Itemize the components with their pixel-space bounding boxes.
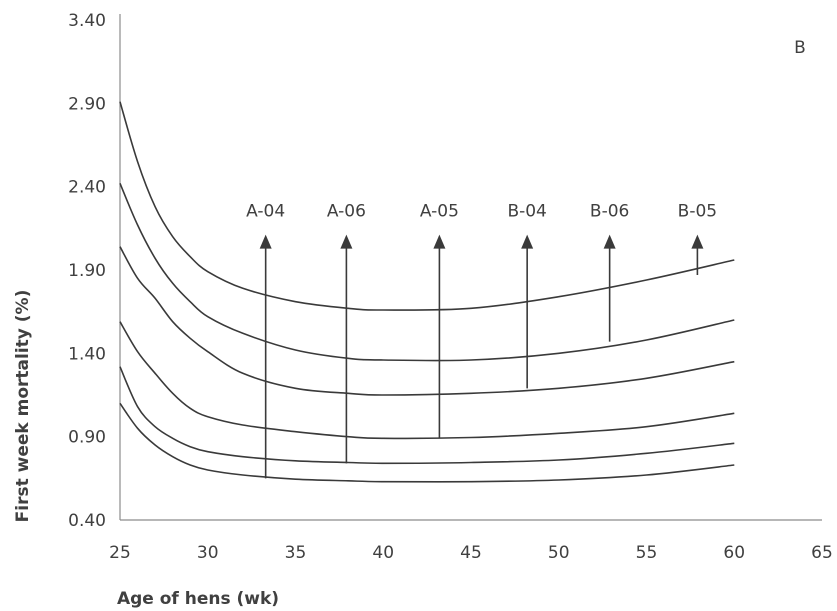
y-tick-label: 0.90: [68, 428, 106, 448]
y-tick-label: 1.90: [68, 261, 106, 281]
y-tick-label: 2.90: [68, 94, 106, 114]
series-line-1: [119, 402, 735, 483]
x-tick-label: 50: [548, 543, 570, 563]
annotation-label: A-04: [246, 202, 285, 222]
y-tick-labels: 0.40 0.90 1.40 1.90 2.40 2.90 3.40: [68, 11, 106, 531]
annotation-arrow-head: [340, 234, 353, 249]
x-tick-label: 25: [109, 543, 131, 563]
y-axis-title: First week mortality (%): [13, 290, 33, 523]
x-tick-label: 30: [197, 543, 219, 563]
annotation-arrow-head: [433, 234, 446, 249]
x-tick-labels: 25 30 35 40 45 50 55 60 65: [109, 543, 833, 563]
series-line-2: [119, 366, 735, 465]
x-tick-label: 60: [723, 543, 745, 563]
series-line-4: [119, 246, 735, 396]
series-curves: [119, 101, 735, 483]
annotation-label: B-05: [678, 202, 717, 222]
annotation-label: B-04: [507, 202, 546, 222]
x-tick-label: 45: [460, 543, 482, 563]
series-line-6: [119, 101, 735, 311]
annotation-label: B-06: [590, 202, 629, 222]
y-tick-label: 1.40: [68, 344, 106, 364]
annotation-arrow-head: [691, 234, 704, 249]
x-tick-label: 55: [636, 543, 658, 563]
annotation-arrow-head: [259, 234, 272, 249]
series-line-5: [119, 182, 735, 362]
annotation-arrow-head: [603, 234, 616, 249]
x-tick-label: 65: [811, 543, 833, 563]
x-tick-label: 40: [372, 543, 394, 563]
x-tick-label: 35: [285, 543, 307, 563]
axes: [119, 14, 822, 521]
annotation-label: A-06: [327, 202, 366, 222]
x-axis-title: Age of hens (wk): [117, 589, 279, 609]
panel-label: B: [794, 38, 806, 58]
annotation-arrow-head: [521, 234, 534, 249]
y-tick-label: 0.40: [68, 511, 106, 531]
y-tick-label: 2.40: [68, 178, 106, 198]
series-line-3: [119, 321, 735, 440]
y-tick-label: 3.40: [68, 11, 106, 31]
annotation-arrows: A-04 A-06 A-05 B-04 B-06 B-05: [246, 202, 717, 479]
annotation-label: A-05: [420, 202, 459, 222]
